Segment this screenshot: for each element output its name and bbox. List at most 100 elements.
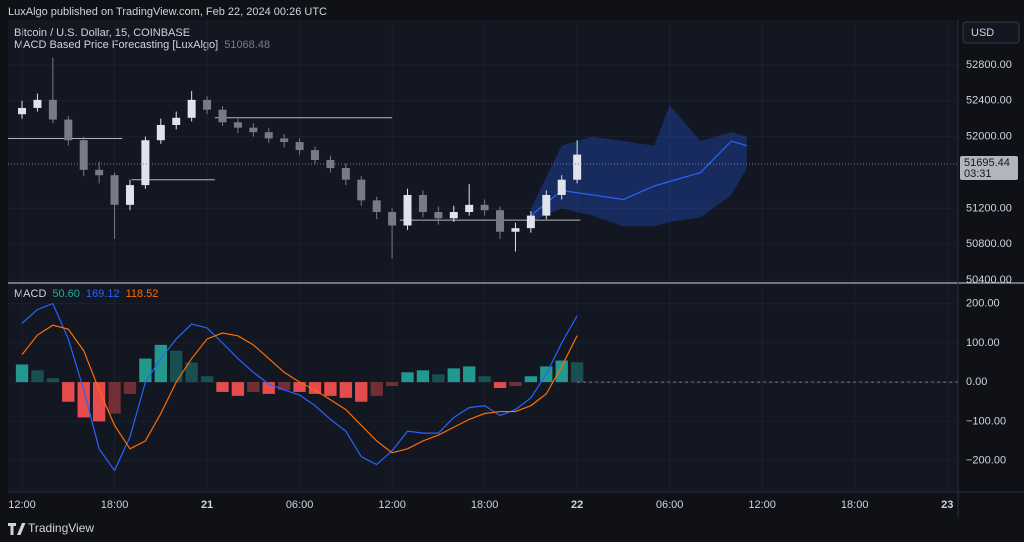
y-tick-label: −200.00 — [966, 455, 1006, 467]
histogram-bar — [324, 382, 337, 396]
histogram-bar — [31, 370, 44, 383]
candle-body — [18, 107, 27, 115]
candle-body — [218, 109, 227, 123]
candle-body — [465, 204, 474, 213]
candle-body — [573, 154, 582, 180]
histogram-bar — [478, 376, 491, 383]
histogram-bar — [447, 368, 460, 383]
histogram-bar — [293, 382, 306, 392]
histogram-bar — [154, 344, 167, 383]
histogram-bar — [308, 382, 322, 394]
y-tick-label: 100.00 — [966, 337, 1000, 349]
y-tick-label: 52400.00 — [966, 95, 1012, 107]
brand-logo — [8, 523, 26, 535]
currency-box[interactable] — [962, 21, 1020, 44]
histogram-bar — [123, 382, 137, 394]
histogram-bar — [493, 382, 507, 388]
candle-body — [326, 159, 335, 169]
x-tick-label: 12:00 — [378, 499, 406, 511]
x-tick-label: 18:00 — [101, 499, 129, 511]
histogram-bar — [277, 382, 291, 390]
x-tick-label: 18:00 — [841, 499, 869, 511]
candle-body — [95, 169, 104, 176]
y-tick-label: 0.00 — [966, 376, 987, 388]
candle-body — [48, 99, 57, 120]
forecast-line — [530, 140, 747, 217]
macd-line — [21, 302, 578, 472]
candle-body — [172, 117, 181, 125]
candle-body — [125, 185, 134, 205]
y-tick-label: −100.00 — [966, 415, 1006, 427]
candle-body — [79, 140, 88, 170]
histogram-bar — [416, 370, 430, 383]
candle-body — [372, 200, 381, 213]
y-tick-label: 50400.00 — [966, 274, 1012, 286]
histogram-bar — [15, 364, 29, 383]
histogram-bar — [170, 350, 183, 383]
histogram-bar — [401, 372, 414, 383]
histogram-bar — [555, 360, 568, 383]
histogram-bar — [108, 382, 121, 414]
legend-value: 118.52 — [126, 288, 159, 300]
histogram-bar — [463, 366, 476, 383]
legend-value: 169.12 — [86, 288, 120, 300]
countdown: 03:31 — [964, 168, 992, 180]
histogram-bar — [139, 358, 152, 383]
candle-body — [110, 175, 119, 205]
histogram-bar — [216, 382, 229, 392]
candle-body — [280, 138, 289, 143]
y-tick-label: 52000.00 — [966, 131, 1012, 143]
y-tick-label: 50800.00 — [966, 238, 1012, 250]
last-price-box — [960, 155, 1018, 180]
indicator-name: MACD Based Price Forecasting [LuxAlgo] — [14, 39, 218, 51]
histogram-bar — [262, 382, 275, 394]
candle-body — [233, 122, 242, 128]
x-tick-label: 22 — [571, 499, 583, 511]
candle-body — [480, 204, 489, 211]
y-tick-label: 51200.00 — [966, 202, 1012, 214]
histogram-bar — [46, 378, 60, 383]
forecast-band — [530, 105, 747, 227]
histogram-bar — [385, 382, 399, 387]
indicator-value: 51068.48 — [224, 39, 270, 51]
candle-body — [434, 212, 443, 219]
x-tick-label: 06:00 — [286, 499, 314, 511]
x-tick-label: 06:00 — [656, 499, 684, 511]
y-tick-label: 200.00 — [966, 298, 1000, 310]
candle-body — [156, 124, 165, 141]
candle-body — [449, 212, 458, 219]
histogram-bar — [509, 382, 522, 387]
candle-body — [526, 215, 535, 229]
x-tick-label: 21 — [201, 499, 213, 511]
histogram-bar — [231, 382, 245, 396]
last-price-label: 51695.44 — [964, 157, 1010, 169]
histogram-bar — [339, 382, 353, 398]
y-tick-label: 52800.00 — [966, 59, 1012, 71]
histogram-bar — [570, 362, 584, 383]
brand: TradingView — [28, 521, 94, 535]
histogram-bar — [185, 362, 198, 383]
candle-body — [295, 142, 304, 151]
macd-line — [21, 324, 578, 454]
histogram-bar — [92, 382, 106, 422]
candle-body — [311, 150, 320, 160]
candle-body — [141, 140, 150, 186]
histogram-bar — [247, 382, 260, 392]
x-tick-label: 12:00 — [748, 499, 776, 511]
currency: USD — [971, 27, 994, 39]
candle-body — [64, 119, 73, 141]
candle-body — [341, 168, 350, 180]
chart-layer: 50400.00 50800.00 51200.00 52000.00 52400.00… — [8, 20, 1018, 511]
histogram-bar — [77, 382, 90, 418]
candle-body — [187, 99, 196, 118]
candle-body — [388, 212, 397, 226]
histogram-bar — [355, 382, 368, 402]
candle-body — [496, 210, 505, 232]
publisher-line: LuxAlgo published on TradingView.com, Fe… — [8, 6, 327, 18]
candle-body — [264, 132, 273, 139]
histogram-bar — [432, 374, 445, 383]
legend-value: 50.60 — [52, 288, 80, 300]
logo-icon — [8, 523, 26, 535]
